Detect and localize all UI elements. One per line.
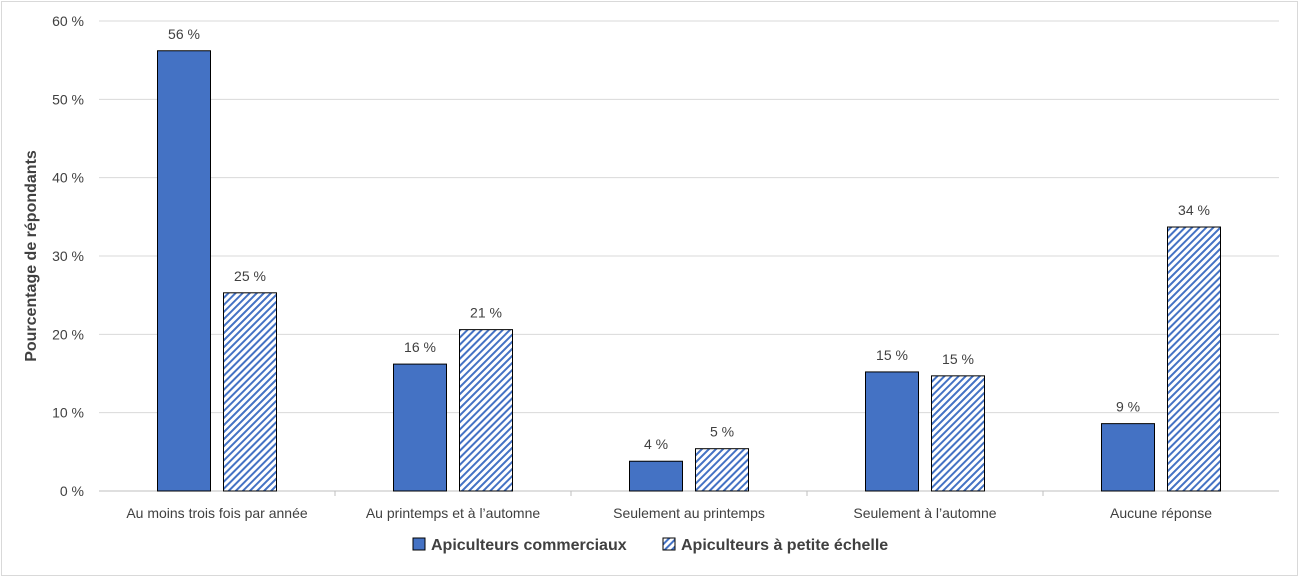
data-label: 34 %: [1178, 202, 1210, 218]
y-tick-label: 20 %: [52, 326, 84, 342]
bar: [223, 292, 277, 492]
bar: [157, 50, 211, 492]
data-label: 9 %: [1116, 399, 1140, 415]
gridlines: [99, 20, 1279, 496]
bar: [393, 363, 447, 492]
category-label: Au moins trois fois par année: [126, 505, 308, 521]
y-tick-label: 0 %: [60, 483, 84, 499]
bar: [865, 371, 919, 492]
bar: [629, 460, 683, 492]
legend-swatch: [662, 537, 676, 551]
bar: [931, 375, 985, 492]
category-label: Aucune réponse: [1110, 505, 1212, 521]
category-label: Au printemps et à l’automne: [366, 505, 541, 521]
bar: [1167, 226, 1221, 492]
data-label: 21 %: [470, 305, 502, 321]
data-label: 15 %: [876, 347, 908, 363]
legend-label: Apiculteurs commerciaux: [431, 537, 627, 554]
bar: [695, 448, 749, 492]
bar: [459, 329, 513, 492]
legend: Apiculteurs commerciaux Apiculteurs à pet…: [412, 537, 888, 554]
bars: 56 % 25 % 16 % 21 % 4 % 5 % 15 % 15 % 9 % 34 %: [157, 26, 1221, 492]
y-axis-title: Pourcentage de répondants: [23, 150, 40, 362]
y-axis-ticks: 0 % 10 % 20 % 30 % 40 % 50 % 60 %: [52, 13, 84, 499]
data-label: 16 %: [404, 339, 436, 355]
data-label: 5 %: [710, 424, 734, 440]
y-tick-label: 30 %: [52, 248, 84, 264]
category-label: Seulement au printemps: [613, 505, 765, 521]
x-axis-labels: Au moins trois fois par année Au printemp…: [126, 505, 1212, 521]
data-label: 4 %: [644, 436, 668, 452]
y-tick-label: 10 %: [52, 405, 84, 421]
y-tick-label: 60 %: [52, 13, 84, 29]
y-tick-label: 50 %: [52, 91, 84, 107]
legend-swatch: [412, 537, 426, 551]
legend-label: Apiculteurs à petite échelle: [681, 537, 888, 554]
data-label: 56 %: [168, 26, 200, 42]
data-label: 25 %: [234, 268, 266, 284]
category-label: Seulement à l’automne: [853, 505, 996, 521]
bar: [1101, 423, 1155, 492]
y-tick-label: 40 %: [52, 170, 84, 186]
data-label: 15 %: [942, 351, 974, 367]
